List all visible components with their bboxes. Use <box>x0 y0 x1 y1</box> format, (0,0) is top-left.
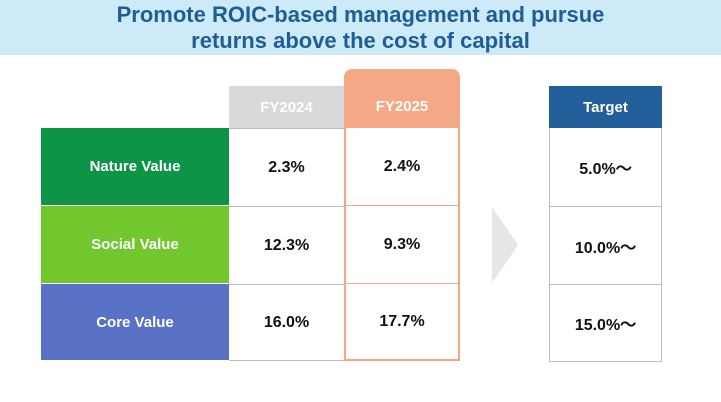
column-header-fy2024: FY2024 <box>229 86 344 128</box>
row-label-core-value: Core Value <box>41 284 229 361</box>
chevron-right-arrow-icon <box>492 207 518 283</box>
title-line-1: Promote ROIC-based management and pursue <box>116 1 605 27</box>
row-label-social-value: Social Value <box>41 206 229 284</box>
target-nature-cell: 5.0%～ <box>550 128 661 207</box>
page-title: Promote ROIC-based management and pursue… <box>117 2 605 54</box>
target-social-cell: 10.0%～ <box>550 207 661 285</box>
target-core-cell: 15.0%～ <box>574 317 637 334</box>
title-banner: Promote ROIC-based management and pursue… <box>0 0 721 55</box>
title-line-2: returns above the cost of capital <box>191 27 530 53</box>
column-header-target: Target <box>549 86 662 128</box>
fy2024-core-cell: 16.0% <box>263 313 310 331</box>
fy2024-social-cell: 12.3% <box>229 207 344 285</box>
fy2025-column: 2.4% 9.3% 17.7% <box>344 128 460 361</box>
fy2024-nature-cell: 2.3% <box>229 129 344 207</box>
fy2024-column: 2.3% 12.3% 16.0% <box>229 128 344 361</box>
fy2025-nature-cell: 2.4% <box>346 128 458 206</box>
target-column: 5.0%～ 10.0%～ 15.0%～ <box>549 128 662 362</box>
fy2025-core-cell: 17.7% <box>379 312 425 330</box>
fy2025-social-cell: 9.3% <box>346 206 458 284</box>
column-header-fy2025: FY2025 <box>344 69 460 128</box>
row-label-nature-value: Nature Value <box>41 128 229 206</box>
